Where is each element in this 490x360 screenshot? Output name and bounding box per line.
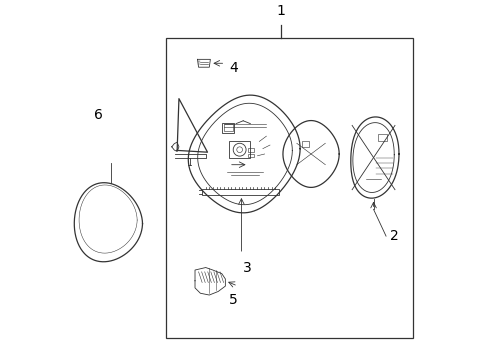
Text: 5: 5 (229, 293, 238, 307)
Bar (229, 141, 250, 158)
Text: 4: 4 (229, 61, 238, 75)
Text: 2: 2 (390, 229, 398, 243)
Text: 6: 6 (94, 108, 103, 122)
Bar (222, 122, 234, 132)
Bar (248, 148, 254, 152)
Bar (202, 189, 279, 195)
Text: 3: 3 (243, 261, 252, 275)
Bar (378, 134, 387, 141)
Bar (248, 154, 254, 157)
Bar (302, 141, 309, 147)
Bar (167, 38, 413, 338)
Bar (223, 123, 232, 131)
Text: 1: 1 (276, 4, 285, 18)
